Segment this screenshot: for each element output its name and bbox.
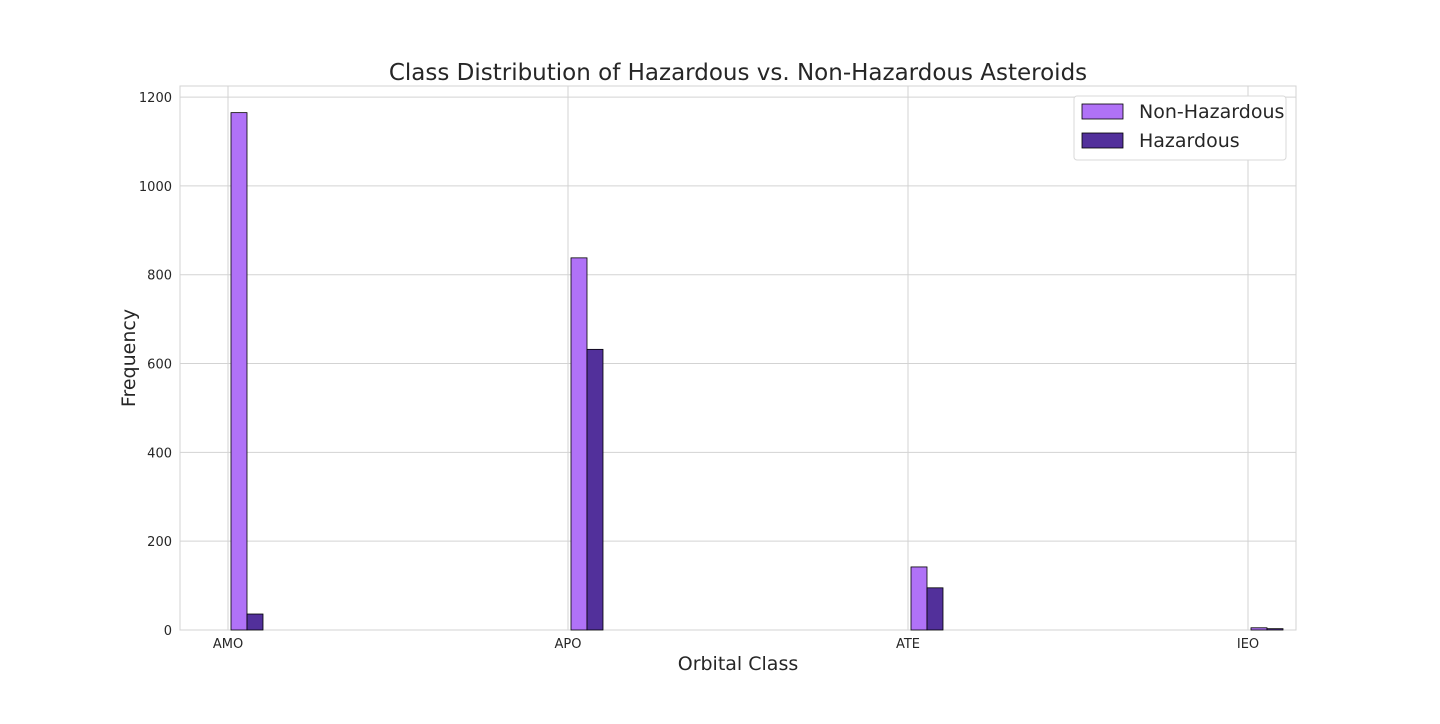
chart-title: Class Distribution of Hazardous vs. Non-…: [389, 60, 1087, 86]
y-tick-label: 800: [147, 269, 172, 284]
bar-hazardous-ate: [926, 587, 944, 631]
bar-hazardous-apo: [586, 348, 604, 631]
bar-non-hazardous-ate: [910, 566, 928, 631]
y-tick-label: 1200: [139, 91, 172, 106]
y-tick-label: 600: [147, 358, 172, 373]
bars: [230, 112, 1284, 631]
x-tick-label-amo: AMO: [213, 637, 243, 652]
x-tick-label-ieo: IEO: [1237, 637, 1259, 652]
bar-hazardous-ieo: [1266, 628, 1284, 631]
plot-area: [179, 85, 1297, 631]
y-axis-ticks: 0 200 400 600 800 1000 1200: [139, 91, 172, 639]
bar-non-hazardous-apo: [570, 257, 588, 631]
legend-label-hazardous: Hazardous: [1139, 130, 1240, 152]
bar-hazardous-amo: [246, 613, 264, 631]
y-axis-label: Frequency: [118, 309, 140, 407]
x-axis-ticks: AMO APO ATE IEO: [213, 637, 1259, 652]
bar-non-hazardous-ieo: [1250, 627, 1268, 631]
y-tick-label: 400: [147, 446, 172, 461]
x-axis-label: Orbital Class: [678, 653, 799, 675]
y-tick-label: 200: [147, 535, 172, 550]
legend-swatch-non-hazardous: [1081, 103, 1124, 120]
x-tick-label-ate: ATE: [896, 637, 920, 652]
y-tick-label: 1000: [139, 180, 172, 195]
bar-non-hazardous-amo: [230, 112, 248, 631]
x-tick-label-apo: APO: [555, 637, 582, 652]
legend-label-non-hazardous: Non-Hazardous: [1139, 101, 1284, 123]
legend-swatch-hazardous: [1081, 132, 1124, 149]
y-tick-label: 0: [164, 624, 172, 639]
legend-frame: [1073, 95, 1287, 161]
grid-lines: [180, 86, 1296, 631]
legend: Non-Hazardous Hazardous: [1073, 95, 1287, 161]
